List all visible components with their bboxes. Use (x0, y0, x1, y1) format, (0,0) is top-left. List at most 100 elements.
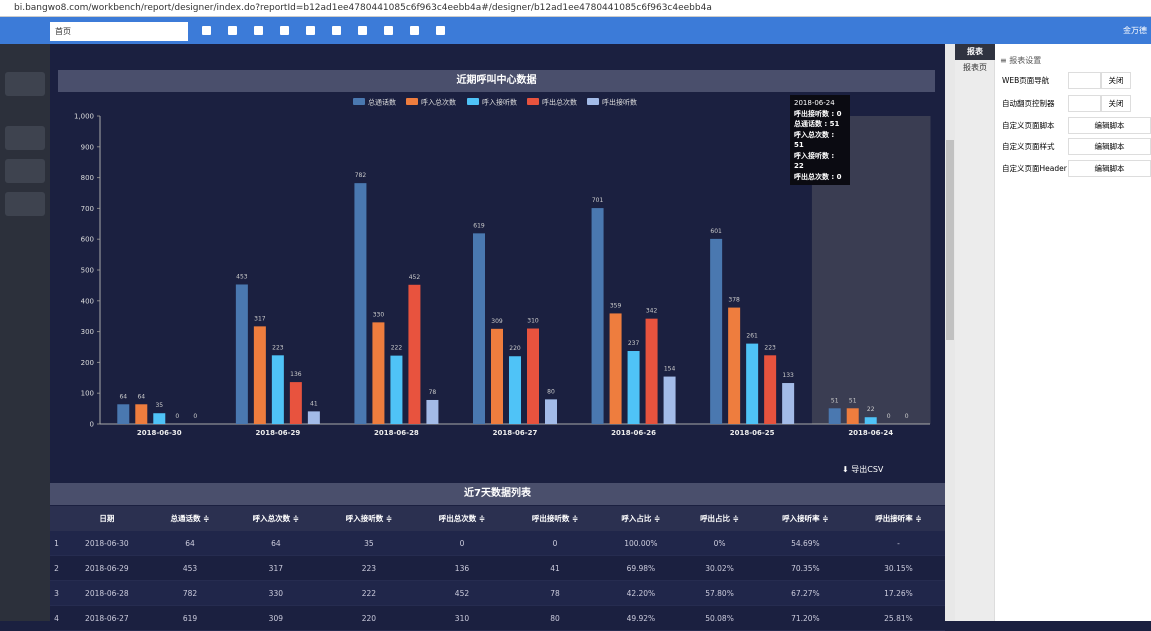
bar (864, 417, 877, 424)
toolbar (0, 17, 1151, 44)
table-cell: 42.20% (601, 580, 681, 606)
bar (271, 355, 284, 424)
legend-swatch (527, 98, 539, 105)
header-cell[interactable]: 呼出接听率 (851, 506, 945, 531)
toggle[interactable] (1068, 72, 1101, 89)
data-label: 330 (373, 311, 385, 318)
tooltip-line: 总通话数 : 51 (794, 120, 840, 128)
table-row: 4 2018-06-27 619 309 220 310 80 49.92% 50.08% 71.… (50, 605, 945, 631)
table-cell: 64 (150, 531, 230, 556)
table-cell: 619 (150, 605, 230, 631)
data-label: 359 (610, 302, 622, 309)
table-cell: 71.20% (758, 605, 852, 631)
table-cell: 2018-06-27 (63, 605, 151, 631)
header-cell[interactable]: 呼入总次数 (229, 506, 323, 531)
table-cell: 80 (508, 605, 602, 631)
sidebar-button[interactable] (5, 72, 45, 96)
setting-label: 自定义页面脚本 (1002, 121, 1055, 130)
header-cell[interactable]: 总通话数 (150, 506, 230, 531)
toolbar-icon[interactable] (436, 26, 445, 35)
bar (627, 351, 640, 424)
data-label: 782 (355, 172, 367, 179)
header-cell[interactable]: 呼出总次数 (415, 506, 509, 531)
x-tick-label: 2018-06-28 (374, 429, 419, 437)
y-tick-label: 1,000 (74, 113, 94, 121)
setting-label: 自定义页面Header (1002, 164, 1067, 173)
toolbar-icon[interactable] (280, 26, 289, 35)
setting-label: WEB页面导航 (1002, 76, 1050, 85)
legend-label: 呼入接听数 (482, 98, 517, 107)
data-label: 601 (710, 228, 722, 235)
sidebar-button[interactable] (5, 192, 45, 216)
address-bar[interactable]: bi.bangwo8.com/workbench/report/designer… (0, 0, 1151, 17)
setting-button[interactable]: 关闭 (1101, 95, 1131, 112)
x-tick-label: 2018-06-26 (611, 429, 656, 437)
toolbar-icon[interactable] (306, 26, 315, 35)
user-menu[interactable]: 金万德 (1123, 26, 1147, 35)
header-cell[interactable]: 呼入接听率 (758, 506, 852, 531)
bar (289, 382, 302, 424)
data-label: 51 (831, 397, 839, 404)
table-cell: 25.81% (851, 605, 945, 631)
y-tick-label: 600 (81, 236, 94, 244)
table-cell: 2018-06-28 (63, 580, 151, 606)
y-tick-label: 400 (81, 297, 94, 305)
data-label: 222 (391, 345, 403, 352)
toolbar-icon[interactable] (384, 26, 393, 35)
table-cell: 35 (322, 531, 416, 556)
data-label: 64 (119, 393, 127, 400)
setting-button[interactable]: 关闭 (1101, 72, 1131, 89)
setting-button[interactable]: 编辑脚本 (1068, 138, 1151, 155)
export-button[interactable]: ⬇ 导出CSV (842, 465, 884, 474)
toggle[interactable] (1068, 95, 1101, 112)
tooltip: 2018-06-24 呼出接听数 : 0 总通话数 : 51 呼入总次数 : 51 呼入… (790, 95, 850, 185)
bar (663, 376, 676, 424)
sidebar-button[interactable] (5, 126, 45, 150)
legend-swatch (406, 98, 418, 105)
setting-label: 自动翻页控制器 (1002, 99, 1055, 108)
data-label: 619 (473, 222, 485, 229)
table-cell: 70.35% (758, 555, 852, 581)
table-cell: - (851, 531, 945, 556)
data-label: 78 (429, 389, 437, 396)
legend-label: 呼出总次数 (542, 98, 577, 107)
panel-tab[interactable]: 报表页 (963, 63, 987, 72)
data-label: 80 (547, 388, 555, 395)
sidebar-button[interactable] (5, 159, 45, 183)
data-label: 35 (155, 402, 163, 409)
table-cell: 309 (229, 605, 323, 631)
panel-heading-text: 报表设置 (1009, 56, 1042, 65)
export-label[interactable]: 导出CSV (851, 465, 884, 474)
header-cell[interactable]: 呼出接听数 (508, 506, 602, 531)
y-tick-label: 800 (81, 174, 94, 182)
bar (509, 356, 521, 424)
toolbar-icon[interactable] (202, 26, 211, 35)
tooltip-line: 呼入接听数 : 22 (794, 151, 835, 171)
bar (527, 328, 539, 424)
bar (253, 326, 266, 424)
bar (408, 284, 421, 424)
panel-tab[interactable]: 报表 (955, 44, 995, 60)
toolbar-icon[interactable] (358, 26, 367, 35)
toolbar-icon[interactable] (410, 26, 419, 35)
toolbar-icon[interactable] (228, 26, 237, 35)
toolbar-icon[interactable] (254, 26, 263, 35)
data-label: 342 (646, 308, 658, 315)
legend-swatch (353, 98, 365, 105)
x-tick-label: 2018-06-30 (137, 429, 182, 437)
header-cell[interactable]: 呼出占比 (680, 506, 759, 531)
page-input[interactable]: 首页 (50, 22, 188, 41)
scroll-thumb[interactable] (946, 140, 954, 340)
header-cell[interactable]: 呼入占比 (601, 506, 681, 531)
toolbar-icon[interactable] (332, 26, 341, 35)
table-cell: 2 (50, 555, 64, 581)
setting-button[interactable]: 编辑脚本 (1068, 160, 1151, 177)
bar (782, 383, 795, 424)
table-cell: 17.26% (851, 580, 945, 606)
table-title: 近7天数据列表 (50, 483, 945, 505)
bar (135, 404, 148, 424)
setting-button[interactable]: 编辑脚本 (1068, 117, 1151, 134)
table-cell: 4 (50, 605, 64, 631)
header-cell[interactable]: 呼入接听数 (322, 506, 416, 531)
panel-tabs: 报表 报表页 (955, 44, 995, 621)
